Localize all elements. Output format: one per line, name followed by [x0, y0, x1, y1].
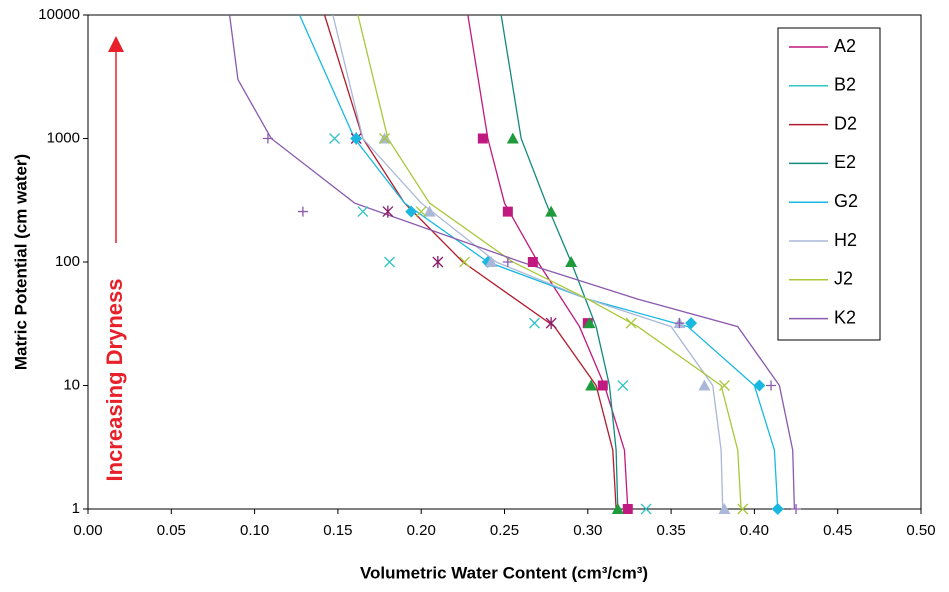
data-point: [545, 317, 557, 330]
legend-label: H2: [834, 230, 857, 250]
curve: [323, 14, 617, 510]
data-point: [622, 504, 633, 514]
data-point: [737, 503, 749, 515]
data-point: [506, 132, 519, 144]
data-point: [382, 205, 394, 218]
x-tick-label: 0.05: [157, 522, 186, 539]
x-tick-label: 0.40: [740, 522, 769, 539]
data-point: [617, 380, 629, 391]
data-point: [502, 257, 513, 267]
data-point: [379, 133, 391, 144]
curve: [357, 14, 742, 510]
data-point: [791, 504, 802, 514]
x-tick-label: 0.15: [323, 522, 352, 539]
legend-label: A2: [834, 36, 856, 56]
data-point: [459, 256, 470, 268]
x-tick-label: 0.25: [490, 522, 519, 539]
data-point: [771, 503, 784, 515]
x-tick-label: 0.35: [656, 522, 685, 539]
y-tick-label: 1000: [47, 129, 80, 146]
data-point: [685, 317, 698, 330]
data-point: [415, 206, 427, 218]
data-point: [674, 318, 685, 329]
data-point: [357, 206, 369, 218]
data-point: [640, 503, 652, 515]
data-point: [297, 206, 308, 217]
curve: [298, 14, 779, 510]
x-tick-label: 0.45: [823, 522, 852, 539]
data-point: [585, 379, 598, 391]
data-point: [766, 380, 777, 391]
data-point: [485, 256, 498, 267]
data-point: [718, 380, 730, 391]
data-point: [718, 503, 731, 514]
data-point: [625, 317, 637, 329]
curve: [467, 14, 629, 510]
x-tick-label: 0.00: [73, 522, 102, 539]
arrow-head: [108, 36, 124, 52]
data-point: [529, 317, 540, 329]
legend-label: E2: [834, 152, 856, 172]
curve: [228, 14, 796, 510]
y-tick-label: 100: [55, 253, 80, 270]
x-tick-label: 0.10: [240, 522, 269, 539]
data-point: [350, 132, 363, 145]
data-point: [698, 379, 711, 391]
data-point: [262, 133, 273, 144]
legend-label: B2: [834, 75, 856, 95]
data-point: [384, 256, 396, 268]
data-point: [565, 256, 578, 267]
data-point: [611, 503, 624, 514]
data-point: [423, 205, 436, 217]
data-point: [597, 380, 608, 391]
y-tick-label: 10000: [38, 6, 80, 23]
legend: [777, 27, 881, 341]
x-axis-label: Volumetric Water Content (cm³/cm³): [360, 563, 648, 582]
data-point: [477, 133, 488, 144]
x-tick-label: 0.30: [573, 522, 602, 539]
x-tick-label: 0.20: [407, 522, 436, 539]
y-tick-label: 1: [72, 500, 80, 517]
y-axis-label: Matric Potential (cm water): [11, 154, 30, 370]
x-tick-label: 0.50: [906, 522, 935, 539]
annotation: Increasing Dryness: [102, 279, 127, 482]
data-point: [502, 206, 513, 217]
legend-label: D2: [834, 113, 857, 133]
data-point: [583, 317, 596, 329]
data-point: [545, 205, 558, 217]
curve: [500, 14, 619, 510]
data-point: [329, 133, 341, 144]
data-point: [527, 257, 538, 267]
legend-label: K2: [834, 307, 856, 327]
legend-label: G2: [834, 191, 858, 211]
data-point: [405, 205, 418, 218]
data-point: [753, 379, 766, 392]
y-tick-label: 10: [63, 376, 80, 393]
legend-label: J2: [834, 269, 853, 289]
data-point: [432, 256, 444, 268]
